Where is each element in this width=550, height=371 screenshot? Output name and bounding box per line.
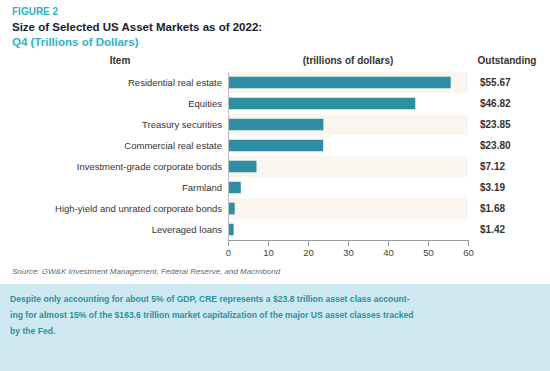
tick: 30 [343, 240, 354, 258]
axis-line [229, 241, 469, 247]
bar [228, 203, 235, 215]
tick: 20 [303, 240, 314, 258]
tick: Treasury securities [142, 119, 222, 130]
footnote: Despite only accounting for about 5% of … [10, 294, 410, 304]
data-label: $7.12 [480, 161, 505, 172]
tick-mark [468, 240, 469, 246]
bar [228, 98, 415, 110]
tick-label: Leveraged loans [152, 224, 222, 235]
source: Source: GW&K Investment Management, Fede… [12, 267, 281, 276]
data-label: $46.82 [480, 98, 511, 109]
figure-label: FIGURE 2 [12, 6, 59, 17]
bars [228, 77, 451, 236]
tick-label: 60 [463, 247, 474, 258]
data-label: $23.80 [480, 140, 511, 151]
tick-label: 40 [383, 247, 394, 258]
tick-label: Commercial real estate [124, 140, 222, 151]
tick-mark [388, 240, 389, 246]
tick: 10 [263, 240, 274, 258]
tick: Residential real estate [128, 77, 222, 88]
title: Size of Selected US Asset Markets as of … [12, 21, 262, 33]
column-header: Outstanding [478, 55, 537, 66]
tick: Equities [188, 98, 222, 109]
axis-line [228, 73, 229, 241]
tick: 50 [423, 240, 434, 258]
plot: 0 10 20 30 40 50 60 Residential real estate Equi… [55, 72, 511, 258]
data-label: $1.68 [480, 203, 505, 214]
bar [228, 161, 256, 173]
bar [228, 182, 241, 194]
tick-label: Equities [188, 98, 222, 109]
axis-title: (trillions of dollars) [303, 55, 394, 66]
tick: 60 [463, 240, 474, 258]
data-labels: $55.67 $46.82 $23.85 $23.80 $7.12 $3.19 $1.68 $… [480, 77, 511, 235]
bar [228, 77, 451, 89]
row-stripe [228, 219, 468, 240]
data-label: $1.42 [480, 224, 505, 235]
tick-mark [308, 240, 309, 246]
subtitle: Q4 (Trillions of Dollars) [12, 36, 139, 48]
tick-mark [268, 240, 269, 246]
row-stripe [228, 72, 468, 93]
tick-mark [348, 240, 349, 246]
x-axis: 0 10 20 30 40 50 60 [226, 240, 474, 258]
tick: 40 [383, 240, 394, 258]
tick-mark [228, 240, 229, 246]
tick-label: Residential real estate [128, 77, 222, 88]
tick-label: Investment-grade corporate bonds [77, 161, 222, 172]
row-stripe [228, 114, 468, 135]
row-stripe [228, 93, 468, 114]
data-label: $23.85 [480, 119, 511, 130]
data-label: $3.19 [480, 182, 505, 193]
chart: FIGURE 2 Size of Selected US Asset Market… [0, 0, 550, 371]
tick: Leveraged loans [152, 224, 222, 235]
tick-label: 50 [423, 247, 434, 258]
footnote: by the Fed. [10, 326, 55, 336]
footnote-box [0, 284, 550, 371]
tick-label: Treasury securities [142, 119, 222, 130]
data-label: $55.67 [480, 77, 511, 88]
tick: Investment-grade corporate bonds [77, 161, 222, 172]
row-stripe [228, 198, 468, 219]
row-stripe [228, 135, 468, 156]
tick-label: 0 [226, 247, 231, 258]
tick: Farmland [182, 182, 222, 193]
tick-label: 30 [343, 247, 354, 258]
tick-label: 10 [263, 247, 274, 258]
tick: Commercial real estate [124, 140, 222, 151]
tick-label: High-yield and unrated corporate bonds [55, 203, 222, 214]
row-stripes [228, 72, 468, 240]
tick: 0 [226, 240, 231, 258]
tick-mark [428, 240, 429, 246]
row-stripe [228, 156, 468, 177]
tick-label: Farmland [182, 182, 222, 193]
bar [228, 140, 323, 152]
column-header: Item [110, 55, 131, 66]
row-stripe [228, 177, 468, 198]
tick: High-yield and unrated corporate bonds [55, 203, 222, 214]
bar [228, 119, 323, 131]
tick-label: 20 [303, 247, 314, 258]
footnote: ing for almost 15% of the $163.6 trillio… [10, 310, 414, 320]
y-axis: Residential real estate Equities Treasury … [55, 73, 228, 241]
